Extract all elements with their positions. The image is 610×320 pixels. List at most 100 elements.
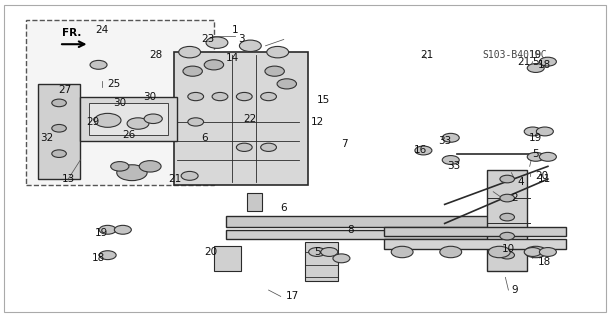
Circle shape <box>500 232 514 240</box>
Text: 18: 18 <box>538 257 551 267</box>
Bar <box>81 97 178 141</box>
Text: 4: 4 <box>517 177 524 187</box>
Bar <box>174 52 308 185</box>
Text: 10: 10 <box>502 244 515 254</box>
Circle shape <box>489 246 510 258</box>
Circle shape <box>527 64 544 72</box>
Circle shape <box>183 66 203 76</box>
Text: 32: 32 <box>40 133 54 143</box>
Text: 2: 2 <box>511 193 518 203</box>
Circle shape <box>188 92 204 101</box>
Circle shape <box>52 124 66 132</box>
Circle shape <box>391 246 413 258</box>
Text: 30: 30 <box>143 92 157 101</box>
Text: 8: 8 <box>347 225 354 235</box>
Circle shape <box>212 92 228 101</box>
Circle shape <box>206 37 228 48</box>
Bar <box>384 239 566 249</box>
Text: 18: 18 <box>538 60 551 70</box>
Text: 13: 13 <box>62 174 75 184</box>
Circle shape <box>539 57 556 66</box>
Text: 33: 33 <box>447 161 461 171</box>
Circle shape <box>52 99 66 107</box>
Circle shape <box>500 252 514 259</box>
Circle shape <box>265 66 284 76</box>
Circle shape <box>500 194 514 202</box>
Bar <box>226 215 511 227</box>
Text: 25: 25 <box>107 79 120 89</box>
Text: 29: 29 <box>86 117 99 127</box>
Bar <box>214 246 241 271</box>
Text: 16: 16 <box>414 146 427 156</box>
Circle shape <box>260 92 276 101</box>
Circle shape <box>309 248 326 256</box>
Text: 30: 30 <box>113 98 126 108</box>
Circle shape <box>52 150 66 157</box>
Circle shape <box>500 213 514 221</box>
Bar <box>38 84 81 179</box>
Circle shape <box>181 172 198 180</box>
Text: 26: 26 <box>122 130 135 140</box>
Circle shape <box>440 246 462 258</box>
Bar <box>487 170 526 271</box>
Circle shape <box>277 79 296 89</box>
Text: 21: 21 <box>168 174 181 184</box>
Text: 18: 18 <box>92 253 105 263</box>
Circle shape <box>204 60 224 70</box>
Text: 20: 20 <box>535 171 548 181</box>
Text: 5: 5 <box>533 57 539 67</box>
Circle shape <box>237 92 252 101</box>
Circle shape <box>139 161 161 172</box>
Text: 1: 1 <box>232 25 239 35</box>
Text: FR.: FR. <box>62 28 82 38</box>
Text: 28: 28 <box>149 50 163 60</box>
Text: 9: 9 <box>511 285 518 295</box>
Bar <box>384 227 566 236</box>
Text: 5: 5 <box>533 149 539 159</box>
Text: 14: 14 <box>226 53 239 63</box>
Text: 19: 19 <box>95 228 108 238</box>
Circle shape <box>260 143 276 151</box>
Text: 6: 6 <box>281 203 287 212</box>
Circle shape <box>110 162 129 171</box>
Text: 21: 21 <box>420 50 433 60</box>
Circle shape <box>117 165 147 180</box>
Circle shape <box>539 152 556 161</box>
Text: 17: 17 <box>286 292 300 301</box>
Text: 19: 19 <box>529 133 542 143</box>
Circle shape <box>95 113 121 127</box>
Text: 15: 15 <box>317 95 330 105</box>
Text: 21: 21 <box>517 57 530 67</box>
Circle shape <box>536 127 553 136</box>
Text: 3: 3 <box>238 35 245 44</box>
Circle shape <box>267 46 289 58</box>
Bar <box>226 230 511 239</box>
Circle shape <box>333 254 350 263</box>
Circle shape <box>99 251 116 260</box>
Bar <box>26 20 214 185</box>
Circle shape <box>179 46 201 58</box>
Text: 6: 6 <box>201 133 208 143</box>
Circle shape <box>524 127 541 136</box>
Circle shape <box>114 225 131 234</box>
Text: S103-B4010C: S103-B4010C <box>482 50 547 60</box>
Circle shape <box>90 60 107 69</box>
Circle shape <box>99 225 116 234</box>
Circle shape <box>442 156 459 164</box>
Circle shape <box>188 118 204 126</box>
Bar <box>90 103 168 135</box>
Text: 23: 23 <box>201 35 215 44</box>
Text: 11: 11 <box>538 174 551 184</box>
Circle shape <box>527 152 544 161</box>
Bar <box>305 243 339 281</box>
Circle shape <box>415 146 432 155</box>
Circle shape <box>239 40 261 52</box>
Circle shape <box>237 143 252 151</box>
Circle shape <box>539 248 556 256</box>
Text: 12: 12 <box>310 117 324 127</box>
Circle shape <box>500 175 514 183</box>
Circle shape <box>144 114 162 124</box>
Text: 19: 19 <box>529 50 542 60</box>
Circle shape <box>127 118 149 129</box>
Text: 33: 33 <box>438 136 451 146</box>
